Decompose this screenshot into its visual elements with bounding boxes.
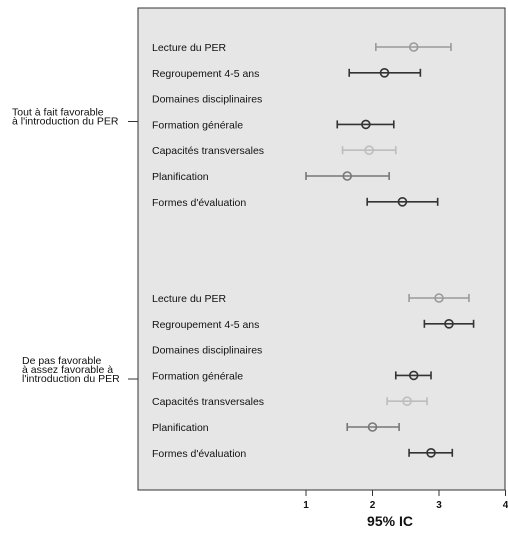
error-bar — [336, 119, 395, 130]
error-bar — [423, 318, 475, 329]
error-bar — [408, 447, 454, 458]
group-label-line: à assez favorable à — [22, 364, 113, 376]
mean-marker — [364, 145, 374, 155]
x-tick-label: 2 — [370, 500, 376, 511]
category-label: Regroupement 4-5 ans — [152, 319, 259, 331]
category-label: Domaines disciplinaires — [152, 345, 262, 357]
x-axis-title: 95% IC — [367, 513, 413, 529]
category-label: Capacités transversales — [152, 396, 264, 408]
category-label: Regroupement 4-5 ans — [152, 68, 259, 80]
mean-marker — [397, 197, 408, 207]
group-label-line: De pas favorable — [22, 355, 102, 367]
plot-area — [137, 7, 506, 491]
group-1: Lecture du PER Regroupement 4-5 ans Domain… — [12, 42, 452, 209]
group-label-line: à l'introduction du PER — [12, 116, 119, 128]
x-tick-label: 3 — [436, 500, 442, 511]
error-bar — [366, 197, 439, 207]
mean-marker — [434, 293, 444, 303]
error-bar — [305, 171, 390, 181]
category-label: Lecture du PER — [152, 293, 227, 305]
mean-marker — [361, 119, 371, 130]
category-label: Planification — [152, 422, 209, 434]
category-label: Formation générale — [152, 370, 243, 382]
group-label-line: l'introduction du PER — [22, 373, 120, 385]
category-label: Capacités transversales — [152, 145, 264, 157]
x-tick-label: 1 — [303, 500, 309, 511]
group-2: Lecture du PER Regroupement 4-5 ans Domain… — [22, 293, 475, 460]
mean-marker — [402, 396, 412, 407]
category-label: Formes d'évaluation — [152, 448, 246, 460]
error-bar — [341, 145, 397, 155]
mean-marker — [444, 318, 454, 329]
group-label-line: Tout à fait favorable — [12, 107, 104, 119]
category-label: Formes d'évaluation — [152, 197, 246, 209]
category-label: Domaines disciplinaires — [152, 94, 262, 106]
mean-marker — [426, 447, 436, 458]
mean-marker — [408, 370, 419, 381]
category-label: Planification — [152, 171, 209, 183]
mean-marker — [342, 171, 353, 181]
x-tick-label: 4 — [503, 500, 508, 511]
category-label: Formation générale — [152, 119, 243, 131]
mean-marker — [367, 422, 378, 432]
chart-marks: Lecture du PER Regroupement 4-5 ans Domain… — [12, 42, 508, 511]
mean-marker — [408, 42, 419, 52]
category-label: Lecture du PER — [152, 42, 227, 54]
error-bar — [346, 422, 400, 432]
error-bar — [375, 42, 452, 52]
error-bar — [348, 68, 422, 78]
mean-marker — [379, 68, 390, 78]
error-bar — [386, 396, 428, 407]
error-bar — [394, 370, 432, 381]
error-bar — [408, 293, 470, 303]
